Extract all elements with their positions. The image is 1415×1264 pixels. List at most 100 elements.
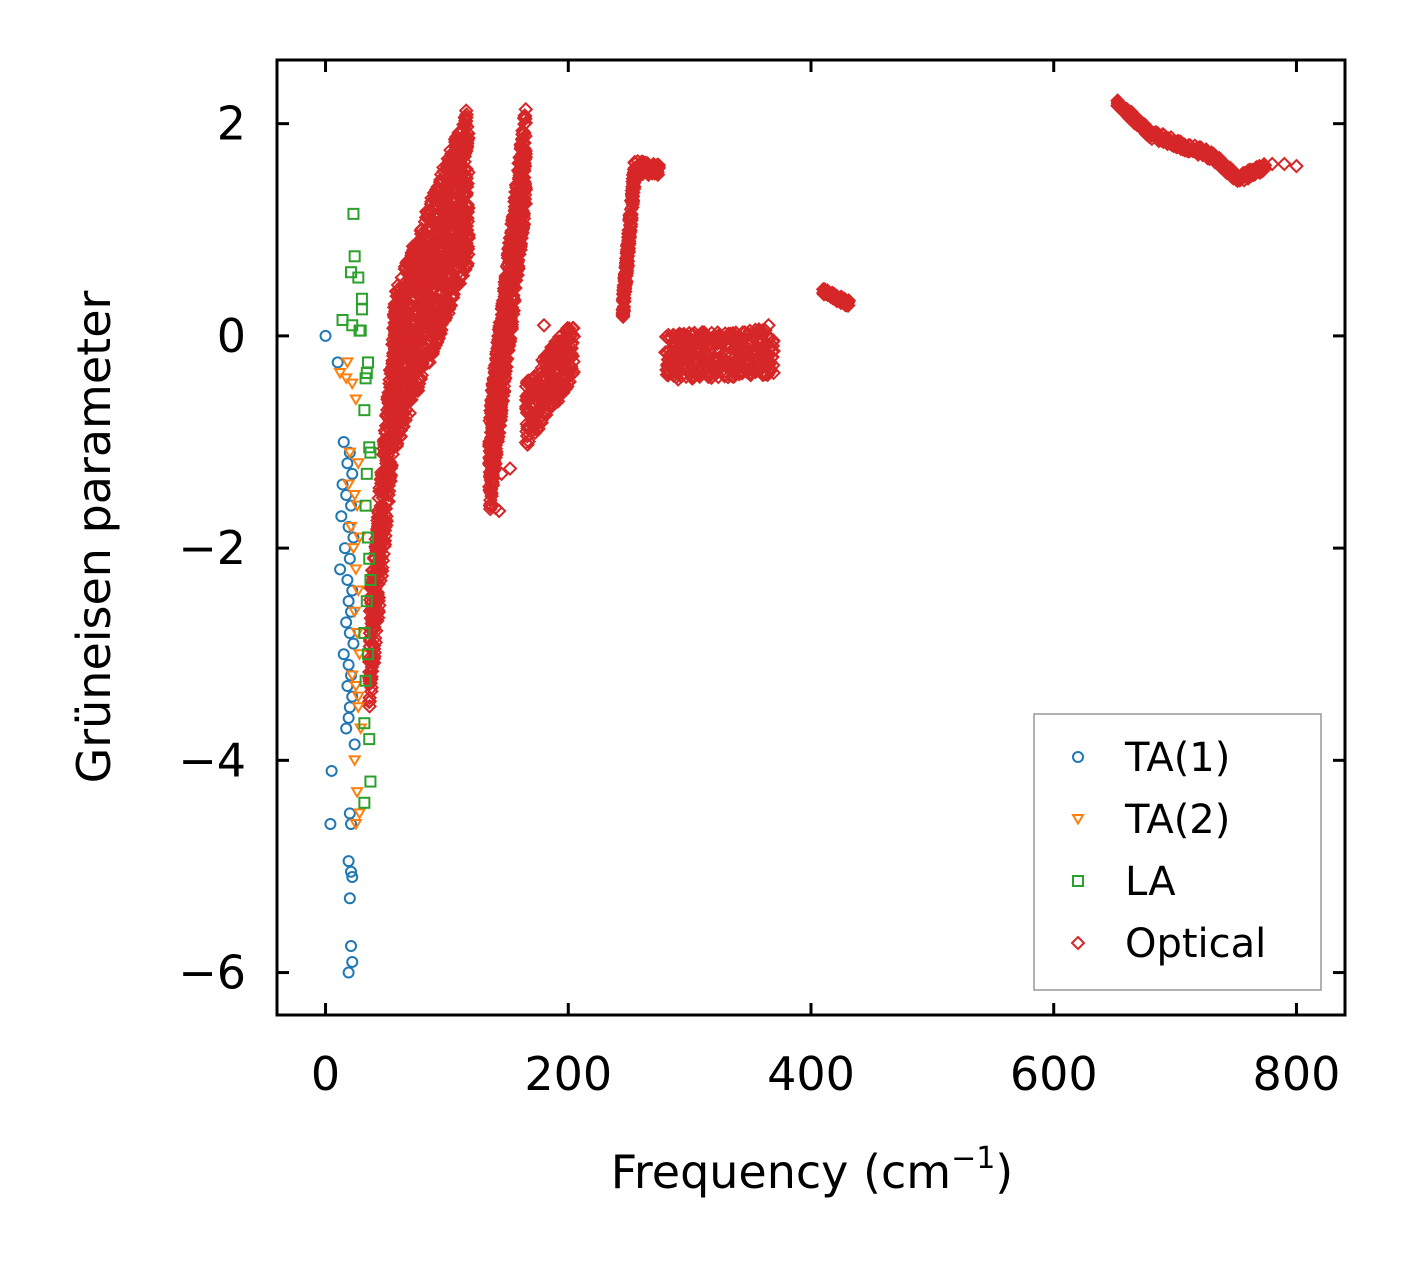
data-point [511,163,526,179]
data-point [352,271,365,284]
data-point [622,224,638,240]
data-point [345,940,358,953]
data-point [692,360,708,376]
data-point [424,264,440,280]
data-point [403,383,418,399]
data-point [345,670,359,682]
data-point [348,250,361,263]
data-point [698,336,713,351]
data-point [362,648,375,661]
data-point [341,479,356,491]
data-point [385,440,400,455]
data-point [457,129,473,145]
data-points [319,93,1304,979]
y-tick-label: −4 [178,733,246,787]
data-point [341,573,354,586]
data-point [1210,150,1225,166]
data-point [1133,118,1149,134]
data-point [552,365,568,380]
data-point [446,241,461,257]
data-point [1159,130,1174,146]
data-point [407,360,423,375]
data-point [495,368,511,384]
data-point [447,275,463,291]
data-point [617,266,633,282]
data-point [757,322,773,338]
data-point [492,318,508,334]
data-point [834,289,849,305]
data-point [331,356,344,369]
data-point [339,373,353,385]
data-point [520,437,535,453]
data-point [517,108,533,123]
series-ta2 [333,357,368,831]
data-point [512,182,527,198]
data-point [374,485,390,500]
data-point [437,168,452,184]
data-point [459,256,475,272]
data-point [508,272,524,288]
data-point [662,347,677,363]
data-point [668,360,684,376]
data-point [420,316,436,332]
data-point [429,324,444,340]
data-point [363,552,376,565]
x-axis-title: Frequency (cm−1) [611,1141,1014,1199]
data-point [418,245,434,261]
data-point [363,733,376,746]
data-point [366,612,381,628]
data-point [448,242,464,258]
data-point [723,339,739,355]
x-tick-label: 0 [311,1047,340,1101]
data-point [552,382,568,398]
data-point [764,344,780,360]
data-point [368,634,384,650]
data-point [392,322,408,338]
data-point [389,436,405,452]
data-point [410,371,426,387]
data-point [387,309,403,325]
data-point [459,203,475,219]
data-point [360,595,373,608]
data-point [450,149,466,165]
data-point [336,313,349,326]
legend: TA(1) TA(2) LA Optical [1033,713,1322,991]
data-point [489,420,504,436]
x-tick-label: 800 [1253,1047,1341,1101]
data-point [414,299,429,314]
data-point [351,585,366,598]
data-point [492,393,508,409]
data-point [391,423,407,439]
data-point [697,328,713,344]
data-point [683,351,699,367]
data-point [484,452,500,467]
data-point [657,344,673,360]
data-point [449,192,465,208]
data-point [435,310,451,325]
data-point [351,702,366,714]
legend-marker [1070,935,1086,951]
data-point [340,357,355,369]
data-point [518,399,534,415]
data-point [1124,110,1140,126]
data-point [531,366,547,382]
data-point [364,775,377,788]
data-point [517,158,533,174]
data-point [378,442,394,458]
data-point [457,189,472,205]
data-point [355,303,368,316]
data-point [491,503,507,519]
data-point [459,218,475,234]
legend-marker [1071,814,1085,826]
data-point [671,365,687,381]
data-point [636,157,652,172]
data-point [319,329,332,342]
data-point [392,340,408,356]
data-point [426,192,442,207]
data-point [496,316,512,332]
data-point [761,317,776,333]
data-point [1191,142,1206,158]
data-point [460,227,475,243]
data-point [704,357,720,372]
data-point [433,213,448,228]
